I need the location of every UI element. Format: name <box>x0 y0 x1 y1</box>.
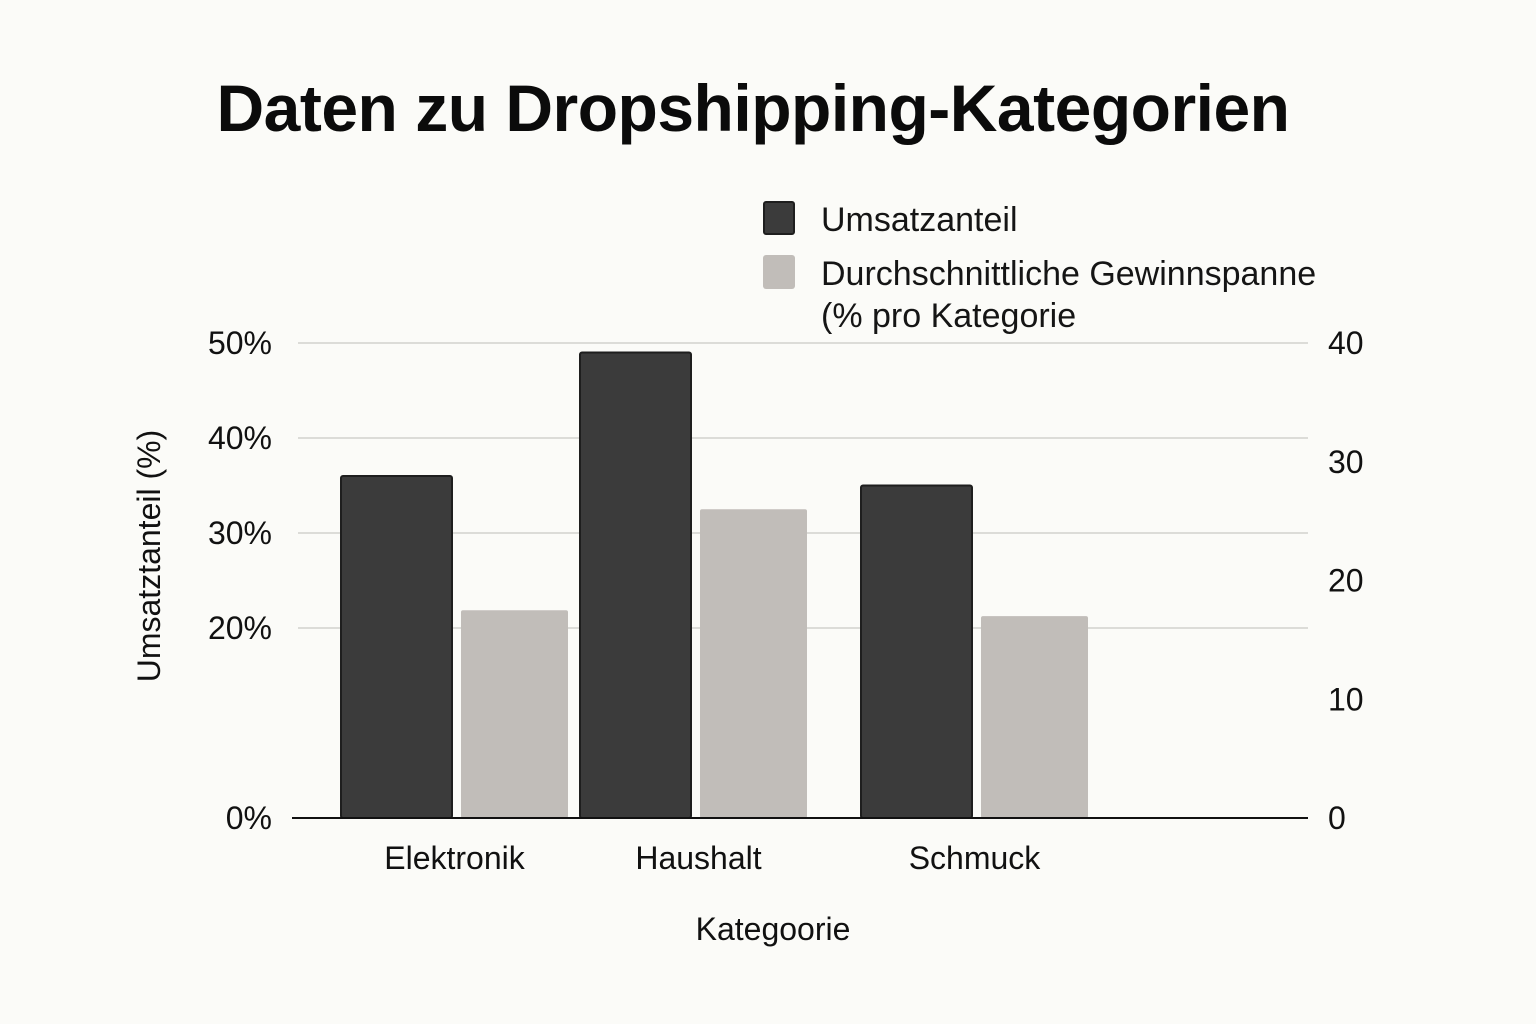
bar-umsatzanteil-elektronik <box>340 475 453 819</box>
bar-umsatzanteil-schmuck <box>860 484 973 819</box>
bar-umsatzanteil-haushalt <box>579 351 692 819</box>
bar-gewinnspanne-schmuck <box>981 616 1088 818</box>
y-axis-title: Umsatztanteil (%) <box>131 430 167 683</box>
tick-labels: 0% 20% 30% 40% 50% 0 10 20 30 40 Elektronik Haushal… <box>208 325 1364 876</box>
y2-tick-label: 10 <box>1328 681 1364 717</box>
x-tick-label-haushalt: Haushalt <box>635 840 761 876</box>
legend-item-gewinnspanne: Durchschnittliche Gewinnspanne (% pro Ka… <box>763 253 1316 337</box>
bars <box>340 351 1088 819</box>
legend-label-umsatzanteil: Umsatzanteil <box>821 201 1018 239</box>
y2-tick-label: 0 <box>1328 800 1346 836</box>
x-tick-label-elektronik: Elektronik <box>384 840 526 876</box>
y-tick-label: 30% <box>208 515 272 551</box>
legend-item-umsatzanteil: Umsatzanteil <box>763 199 1018 241</box>
bar-gewinnspanne-haushalt <box>700 509 807 818</box>
y-tick-label: 50% <box>208 325 272 361</box>
y2-tick-label: 30 <box>1328 444 1364 480</box>
legend-label-gewinnspanne: Durchschnittliche Gewinnspanne (% pro Ka… <box>821 255 1317 335</box>
y2-tick-label: 40 <box>1328 325 1364 361</box>
x-axis-title: Kategoorie <box>696 911 851 947</box>
bar-gewinnspanne-elektronik <box>461 610 568 818</box>
y-tick-label: 0% <box>226 800 272 836</box>
legend-swatch-umsatzanteil <box>763 201 795 235</box>
y2-tick-label: 20 <box>1328 563 1364 599</box>
y-tick-label: 20% <box>208 610 272 646</box>
x-tick-label-schmuck: Schmuck <box>909 840 1042 876</box>
chart-title: Daten zu Dropshipping-Kategorien <box>216 71 1291 145</box>
y-tick-label: 40% <box>208 420 272 456</box>
legend-swatch-gewinnspanne <box>763 255 795 289</box>
